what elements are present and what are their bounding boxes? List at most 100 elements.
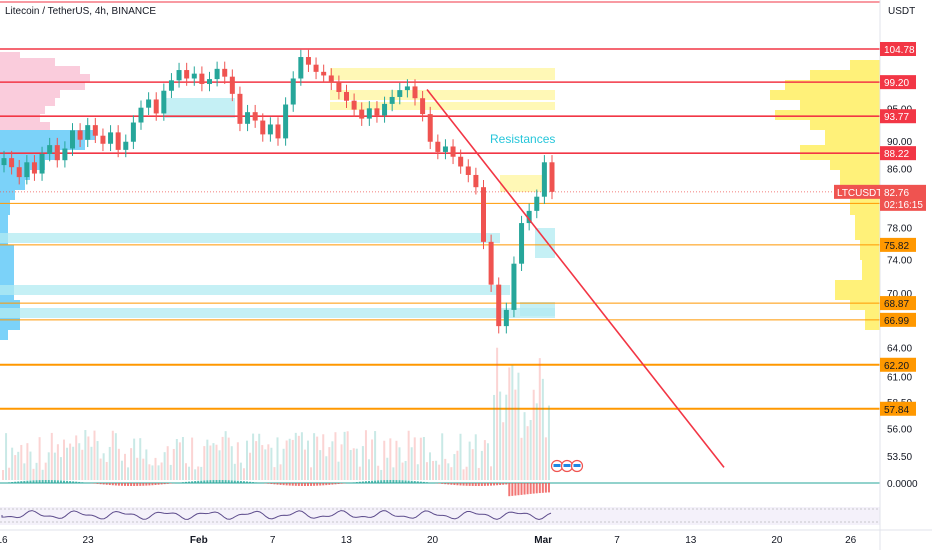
volume-bar: [87, 436, 90, 480]
histogram-bar: [532, 483, 535, 494]
volume-bar: [59, 457, 62, 480]
level-price-tag-text: 99.20: [884, 78, 909, 89]
zones: [0, 68, 555, 318]
histogram-bar: [538, 483, 541, 494]
volume-bar: [255, 441, 258, 480]
histogram-bar: [227, 480, 230, 483]
candle-body: [458, 156, 464, 167]
volume-bar: [499, 391, 502, 480]
volume-bar: [291, 439, 294, 480]
histogram-bar: [355, 482, 358, 483]
histogram-bar: [114, 483, 117, 486]
histogram-bar: [139, 483, 142, 486]
volume-bar: [447, 463, 450, 480]
volume-bar: [544, 437, 547, 480]
histogram-bar: [499, 483, 502, 486]
histogram-bar: [468, 483, 471, 486]
volume-bar: [377, 465, 380, 480]
volume-bar: [313, 433, 316, 480]
candle-body: [328, 75, 334, 83]
volume-bar: [349, 449, 352, 480]
histogram-bar: [99, 483, 102, 485]
histogram-bar: [523, 483, 526, 495]
candle-body: [70, 130, 75, 149]
zone-box: [0, 308, 555, 318]
time-tick-label: 20: [427, 535, 439, 546]
volume-bar: [139, 438, 142, 480]
volume-bar: [270, 447, 273, 480]
left-profile-bar: [0, 52, 20, 58]
volume-bar: [249, 452, 252, 480]
volume-bar: [532, 389, 535, 480]
volume-bar: [239, 462, 242, 480]
histogram-bar: [20, 481, 23, 483]
histogram-bar: [72, 481, 75, 483]
histogram-bar: [163, 483, 166, 485]
volume-bar: [319, 450, 322, 480]
level-price-tag-text: 93.77: [884, 112, 909, 123]
histogram-bar: [541, 483, 544, 493]
candle-body: [389, 96, 395, 104]
left-profile-bar: [0, 58, 55, 66]
histogram-bar: [364, 481, 367, 483]
volume-bar: [227, 437, 230, 480]
histogram-bar: [340, 483, 343, 484]
candle-body: [260, 120, 266, 135]
histogram-bar: [63, 480, 65, 483]
candle-body: [252, 112, 258, 121]
event-flag-stripe: [553, 464, 561, 467]
histogram-bar: [102, 483, 105, 485]
histogram-bar: [361, 481, 364, 483]
level-price-tag-text: 75.82: [884, 241, 909, 252]
left-volume-profile: [0, 52, 95, 340]
volume-bar: [163, 452, 166, 480]
right-profile-bar: [855, 215, 880, 240]
volume-bar: [181, 436, 184, 480]
price-tick-label: 61.00: [887, 373, 912, 384]
volume-bar: [331, 441, 334, 480]
time-tick-label: 23: [83, 535, 95, 546]
symbol-tag: [834, 184, 880, 199]
left-profile-bar: [0, 74, 90, 82]
volume-bar: [120, 460, 123, 480]
level-price-tag-text: 88.22: [884, 149, 909, 160]
level-price-tag-text: 104.78: [884, 45, 915, 56]
price-tick-label: 56.00: [887, 424, 912, 435]
level-price-tag-text: 66.99: [884, 316, 909, 327]
histogram-bar: [471, 483, 474, 486]
histogram-bar: [520, 483, 523, 495]
histogram-bar: [352, 482, 355, 483]
volume-bar: [261, 445, 264, 480]
histogram-bar: [407, 480, 410, 483]
volume-bar: [11, 447, 14, 480]
histogram-bar: [246, 481, 248, 483]
histogram-bar: [294, 483, 297, 486]
candle-body: [229, 76, 235, 94]
right-profile-bar: [775, 110, 880, 120]
histogram-bar: [236, 480, 239, 483]
volume-bar: [303, 449, 306, 480]
volume-bar: [111, 430, 114, 480]
histogram-bar: [53, 480, 56, 483]
candle-body: [519, 223, 525, 264]
histogram-bar: [486, 483, 489, 486]
oscillator-histogram: [5, 480, 550, 497]
histogram-bar: [474, 483, 477, 486]
volume-bar: [78, 443, 81, 480]
last-price-value: 82.76: [884, 188, 909, 199]
histogram-bar: [401, 480, 404, 483]
histogram-bar: [444, 483, 447, 485]
event-flag-stripe: [573, 464, 581, 467]
volume-bar: [188, 466, 191, 480]
right-profile-bar: [800, 100, 880, 110]
volume-bar: [517, 372, 520, 480]
histogram-bar: [169, 483, 172, 484]
level-price-tag: [880, 75, 916, 90]
histogram-bar: [78, 481, 81, 483]
candle-body: [85, 125, 91, 140]
candle-body: [420, 98, 426, 115]
histogram-bar: [242, 481, 245, 483]
volume-bar: [47, 452, 50, 480]
